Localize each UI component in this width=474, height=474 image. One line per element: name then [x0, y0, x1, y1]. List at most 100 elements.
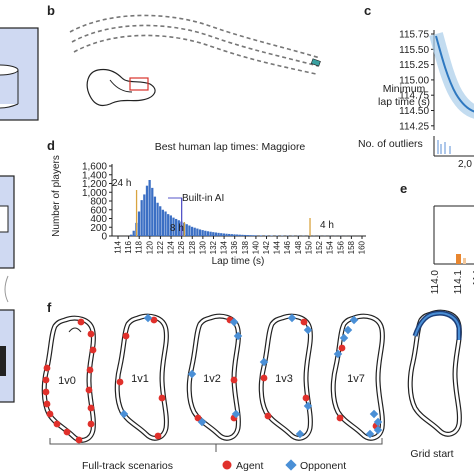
panel-e-xtick-1: 114.0	[430, 270, 441, 295]
histogram-bar	[169, 215, 172, 236]
panel-c-ytick-label: 115.50	[399, 45, 429, 56]
histogram-bar	[236, 234, 239, 236]
agent-marker	[43, 400, 51, 408]
panel-c-series-line	[435, 35, 474, 113]
histogram-bar	[246, 235, 249, 236]
panel-f-tracks: 1v0 1v1 1v2 1v3 1v7	[43, 314, 383, 444]
x-tick-label: 150	[304, 240, 313, 254]
opponent-marker	[197, 417, 207, 427]
histogram-bar	[143, 194, 146, 236]
scenario-bracket	[49, 438, 383, 445]
x-tick-label: 142	[262, 240, 271, 254]
x-tick-label: 130	[198, 240, 207, 254]
panel-c-ytick-label: 114.75	[399, 91, 429, 102]
panel-e-xtick-3: 114	[472, 270, 474, 286]
panel-e-bar	[456, 254, 461, 264]
y-tick-label: 400	[90, 214, 107, 225]
track-dashed-line-3	[73, 34, 317, 75]
x-tick-label: 126	[177, 240, 186, 254]
panel-c-outliers-label: No. of outliers	[358, 138, 423, 150]
car-icon	[310, 58, 321, 67]
histogram-bar	[198, 229, 202, 236]
histogram-bar	[140, 200, 143, 236]
panel-c-ytick-label: 114.25	[399, 121, 429, 132]
x-tick-label: 138	[241, 240, 250, 254]
scenario-track-1v7: 1v7	[333, 316, 382, 438]
agent-marker	[338, 344, 346, 352]
marker-label-4h: 4 h	[320, 220, 334, 231]
histogram-bar	[259, 235, 263, 236]
panel-e-chart: 114.0 114.1 114	[430, 205, 474, 295]
histogram-bar	[151, 187, 154, 236]
agent-marker	[75, 436, 83, 444]
opponent-marker	[369, 409, 379, 419]
opponent-marker	[303, 401, 313, 411]
panel-label-c: c	[364, 3, 371, 18]
x-tick-label: 128	[188, 240, 197, 254]
histogram-bar	[167, 214, 170, 236]
opponent-marker	[333, 349, 343, 359]
grid-start-label: Grid start	[410, 448, 453, 460]
histogram-bar	[175, 218, 178, 236]
agent-marker	[260, 374, 268, 382]
agent-marker	[43, 364, 51, 372]
histogram-bar	[196, 228, 199, 236]
agent-marker	[42, 388, 50, 396]
panel-c-ytick-label: 115.25	[399, 60, 429, 71]
agent-marker	[77, 318, 85, 326]
histogram-bar	[177, 220, 180, 236]
opponent-marker	[229, 317, 239, 327]
histogram-bar	[222, 233, 226, 236]
histogram-bar	[148, 180, 151, 236]
panel-c-ytick-label: 115.75	[399, 30, 429, 41]
panel-c-ytick-label: 115.00	[399, 75, 429, 86]
x-tick-label: 134	[220, 240, 229, 254]
y-tick-label: 800	[90, 197, 107, 208]
histogram-bar	[238, 234, 241, 236]
x-tick-label: 146	[283, 240, 292, 254]
track-dashed-line-1	[69, 14, 321, 59]
opponent-marker	[365, 429, 375, 439]
marker-label-8h: 8 h	[170, 223, 184, 234]
track-dashed-line-2	[71, 24, 319, 67]
agent-marker	[89, 346, 97, 354]
y-tick-label: 0	[101, 232, 107, 243]
histogram-bar	[129, 234, 133, 236]
histogram-bar	[132, 230, 135, 236]
panel-d-chart: Best human lap times: Maggiore Number of…	[51, 141, 367, 267]
x-tick-label: 152	[315, 240, 324, 254]
histogram-bar	[201, 230, 204, 236]
scenario-track-1v1: 1v1	[117, 314, 167, 440]
panel-b-track-diagram	[69, 14, 321, 107]
opponent-marker	[295, 429, 305, 439]
panel-c-ylabel-line1: Minimum	[383, 83, 426, 95]
scenario-label: 1v2	[203, 373, 221, 385]
agent-marker	[85, 386, 93, 394]
scenario-track-1v0: 1v0	[42, 318, 97, 444]
opponent-marker	[303, 325, 313, 335]
histogram-bar	[206, 231, 210, 236]
agent-legend-icon	[222, 460, 232, 470]
x-tick-label: 124	[167, 240, 176, 254]
panel-c-ylabel-line2: lap time (s)	[378, 96, 430, 108]
histogram-bar	[188, 225, 191, 236]
agent-marker	[87, 330, 95, 338]
x-tick-label: 158	[347, 240, 356, 254]
agent-marker	[150, 316, 158, 324]
chart-ylabel: Number of players	[51, 155, 62, 237]
agent-marker	[302, 394, 310, 402]
track-outline-icon	[86, 68, 156, 107]
opponent-marker	[233, 331, 243, 341]
opponent-legend-icon	[285, 459, 297, 471]
histogram-bar	[153, 196, 157, 236]
agent-marker	[116, 378, 124, 386]
opponent-marker	[343, 325, 353, 335]
x-tick-label: 120	[145, 240, 154, 254]
scenario-label: 1v7	[347, 373, 365, 385]
direction-arrow-icon	[68, 327, 82, 333]
histogram-bar	[230, 234, 233, 236]
panel-c-xtick: 2,0	[458, 159, 472, 170]
x-tick-label: 132	[209, 240, 218, 254]
histogram-bar	[145, 185, 149, 236]
